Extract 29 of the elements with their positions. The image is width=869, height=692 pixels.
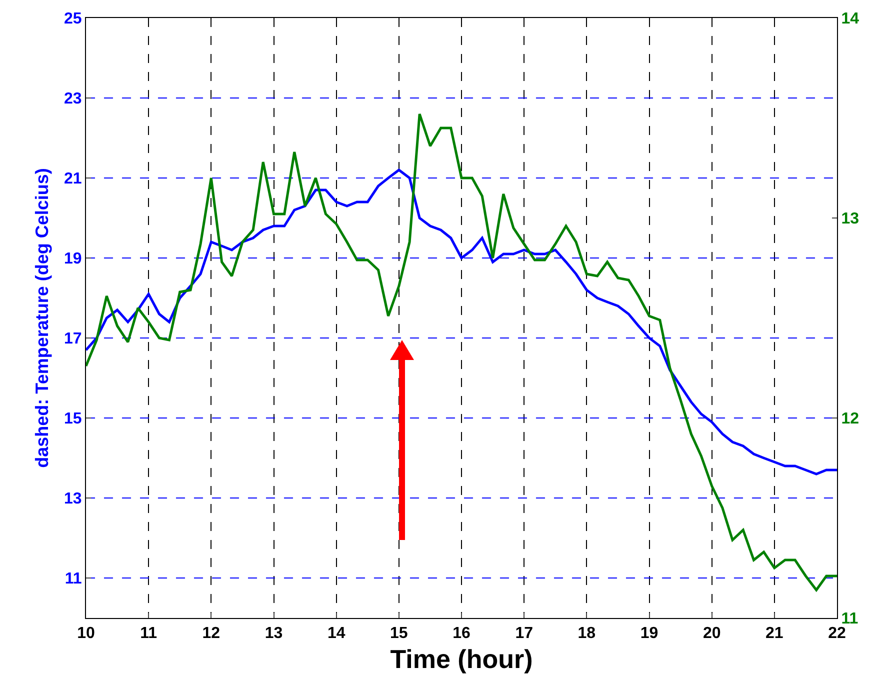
x-tick-label: 15 <box>390 625 408 642</box>
y-tick-label: 23 <box>64 90 82 108</box>
line-series <box>86 112 837 592</box>
x-tick-label: 12 <box>202 625 220 642</box>
x-tick-label: 20 <box>702 625 721 642</box>
x-axis-title: Time (hour) <box>390 644 533 674</box>
x-tick-label: 22 <box>828 625 846 642</box>
y-tick-label: 15 <box>64 410 82 428</box>
y-tick-label: 11 <box>64 570 82 588</box>
y-tick-label: 17 <box>64 330 82 348</box>
y2-tick-label: 12 <box>841 410 860 428</box>
y-axis-title: dashed: Temperature (deg Celcius) <box>32 168 52 468</box>
x-tick-label: 19 <box>640 625 658 642</box>
y-tick-label: 13 <box>64 490 82 508</box>
y2-tick-label: 11 <box>841 610 858 628</box>
y2-tick-label: 13 <box>841 210 860 228</box>
y-tick-label: 25 <box>64 10 82 28</box>
line-series <box>86 168 837 476</box>
x-tick-label: 13 <box>264 625 283 642</box>
x-tick-label: 16 <box>452 625 470 642</box>
x-tick-label: 18 <box>578 625 596 642</box>
x-tick-label: 10 <box>77 625 95 642</box>
y2-tick-label: 14 <box>841 10 860 28</box>
x-tick-label: 17 <box>515 625 534 642</box>
y-tick-label: 19 <box>64 250 82 268</box>
x-tick-label: 11 <box>140 625 158 642</box>
y-tick-label: 21 <box>64 170 82 188</box>
x-tick-label: 14 <box>327 625 346 642</box>
x-tick-label: 21 <box>766 625 784 642</box>
